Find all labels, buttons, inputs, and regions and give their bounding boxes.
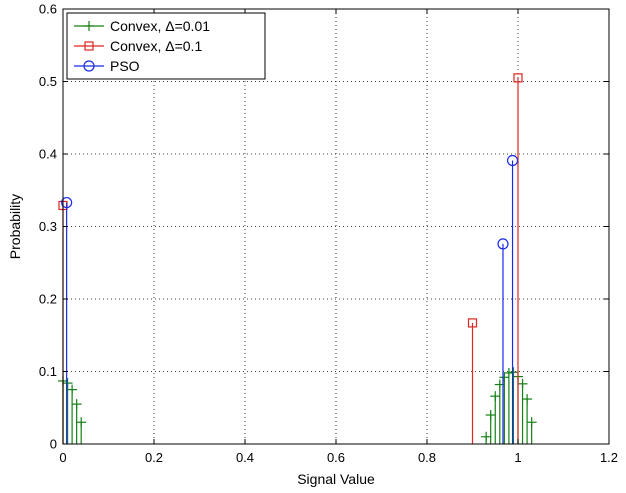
legend-marker xyxy=(84,21,94,31)
legend: Convex, Δ=0.01 Convex, Δ=0.1 PSO xyxy=(66,12,266,80)
stem-marker xyxy=(517,378,528,389)
y-axis-label: Probability xyxy=(7,194,23,259)
stem-marker xyxy=(508,367,519,378)
x-tick-label: 0 xyxy=(59,450,66,465)
legend-label: Convex, Δ=0.1 xyxy=(110,38,202,54)
stem-marker xyxy=(506,154,519,167)
stem-marker xyxy=(467,318,478,328)
stem-marker xyxy=(485,410,496,420)
y-tick-label: 0.1 xyxy=(39,364,57,379)
x-tick-label: 0.2 xyxy=(145,450,163,465)
legend-entry: Convex, Δ=0.1 xyxy=(74,38,202,54)
stem-marker xyxy=(67,384,78,395)
legend-label: Convex, Δ=0.01 xyxy=(110,18,210,34)
x-tick-label: 1 xyxy=(514,450,521,465)
stem-marker xyxy=(71,399,82,410)
stem-marker xyxy=(526,417,537,428)
stem-marker xyxy=(76,417,87,428)
x-tick-label: 1.2 xyxy=(600,450,618,465)
y-tick-label: 0.2 xyxy=(39,292,57,307)
stem-marker xyxy=(481,431,492,442)
series-1 xyxy=(58,73,523,444)
stem-marker xyxy=(499,372,510,383)
legend-entry: Convex, Δ=0.01 xyxy=(74,18,210,34)
y-tick-label: 0 xyxy=(50,437,57,452)
stem-marker xyxy=(497,238,509,250)
data-stems xyxy=(58,73,537,444)
y-tick-label: 0.4 xyxy=(39,147,57,162)
y-tick-label: 0.3 xyxy=(39,219,57,234)
stem-marker xyxy=(522,394,533,405)
legend-marker xyxy=(83,60,95,72)
stem-marker xyxy=(513,73,523,83)
axis-ticks: 0 0.2 0.4 0.6 0.8 1 1.2 0 0.1 0.2 0.3 0.4 0.5 0.6 xyxy=(39,2,618,466)
x-axis-label: Signal Value xyxy=(297,471,375,487)
x-tick-label: 0.4 xyxy=(236,450,254,465)
legend-marker xyxy=(84,41,94,51)
legend-label: PSO xyxy=(110,58,140,74)
x-tick-label: 0.8 xyxy=(418,450,436,465)
series-0 xyxy=(58,367,537,444)
series-2 xyxy=(61,154,519,444)
y-tick-label: 0.5 xyxy=(39,74,57,89)
stem-marker xyxy=(490,391,501,402)
stem-marker xyxy=(62,378,73,389)
legend-entry: PSO xyxy=(74,58,140,74)
y-tick-label: 0.6 xyxy=(39,2,57,17)
x-tick-label: 0.6 xyxy=(327,450,345,465)
stem-marker xyxy=(61,196,73,209)
